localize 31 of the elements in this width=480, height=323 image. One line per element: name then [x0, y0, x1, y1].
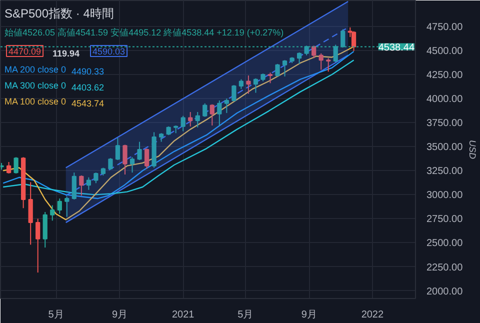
- y-tick-label: 2250.00: [426, 262, 464, 274]
- text: MA 300 close 0: [4, 80, 66, 90]
- annotation: 4543.74: [72, 98, 104, 108]
- ref-line-label: 4538.44: [378, 42, 415, 54]
- text: MA 200 close 0: [4, 64, 66, 74]
- annotation: 4403.62: [72, 82, 104, 92]
- y-tick-label: 3750.00: [426, 118, 464, 130]
- y-tick-label: 2500.00: [426, 238, 464, 250]
- x-tick-label: 9月: [301, 310, 317, 320]
- y-tick-label: 3500.00: [426, 142, 464, 154]
- y-tick-label: 4750.00: [426, 22, 464, 33]
- x-tick-label: 5月: [48, 310, 64, 320]
- x-tick-label: 2021: [172, 310, 195, 320]
- annotation: 119.94: [52, 48, 80, 58]
- y-axis-title: USD: [468, 140, 478, 160]
- y-tick-label: 3000.00: [426, 190, 464, 202]
- annotation: 4490.33: [72, 66, 104, 76]
- text: MA 100 close 0: [4, 96, 66, 106]
- x-tick-label: 9月: [112, 310, 128, 320]
- annotation: 4470.09: [8, 46, 42, 56]
- text: 始値4526.05 高値4541.59 安値4495.12 終値4538.44 +12.19 (+0.27%): [4, 28, 284, 38]
- x-tick-label: 2022: [361, 310, 384, 320]
- y-tick-label: 3250.00: [426, 166, 464, 178]
- y-tick-label: 4500.00: [426, 46, 464, 57]
- x-tick-label: 5月: [238, 310, 254, 320]
- text: S&P500指数 · 4時間: [4, 6, 114, 20]
- y-tick-label: 2750.00: [426, 214, 464, 226]
- y-tick-label: 4250.00: [426, 70, 464, 82]
- y-tick-label: 2000.00: [426, 286, 464, 298]
- y-tick-label: 4000.00: [426, 94, 464, 106]
- annotation: 4590.03: [92, 46, 126, 56]
